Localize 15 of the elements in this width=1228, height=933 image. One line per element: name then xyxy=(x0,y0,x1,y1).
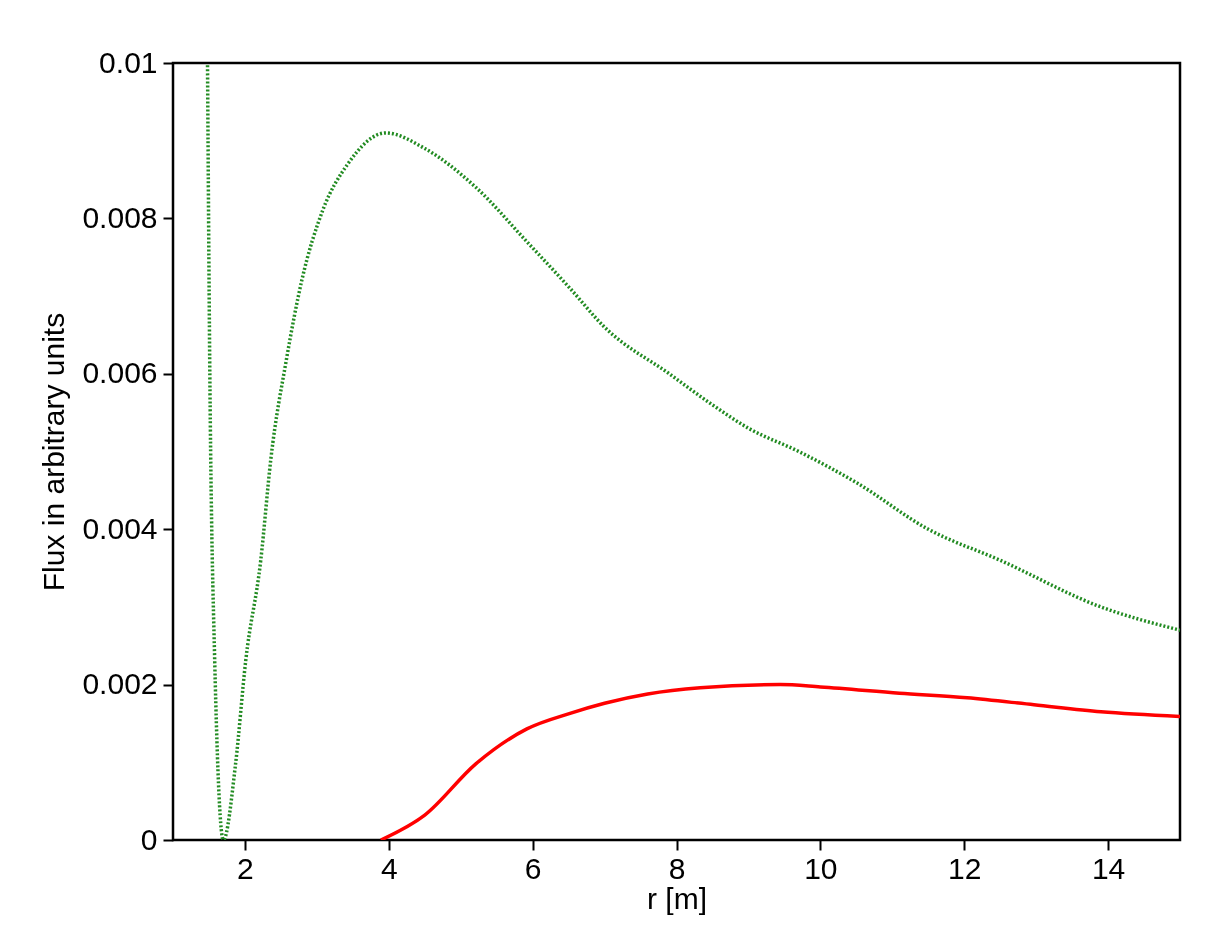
x-tick-label: 14 xyxy=(1091,851,1126,885)
y-tick-label: 0.006 xyxy=(82,356,158,390)
x-tick-label: 10 xyxy=(804,851,838,885)
x-tick-label: 12 xyxy=(948,851,982,885)
y-tick-label: 0.01 xyxy=(99,45,158,79)
x-tick-label: 2 xyxy=(237,851,254,885)
y-tick-label: 0 xyxy=(140,822,158,856)
line-series xyxy=(379,682,1180,840)
x-tick-label: 6 xyxy=(524,851,542,885)
y-axis-title: Flux in arbitrary units xyxy=(37,312,71,592)
y-tick-label: 0.008 xyxy=(82,200,158,234)
y-tick-label: 0.002 xyxy=(82,667,158,701)
y-tick-label: 0.004 xyxy=(82,511,158,545)
x-tick-label: 4 xyxy=(380,851,398,885)
line-series xyxy=(205,63,1180,840)
